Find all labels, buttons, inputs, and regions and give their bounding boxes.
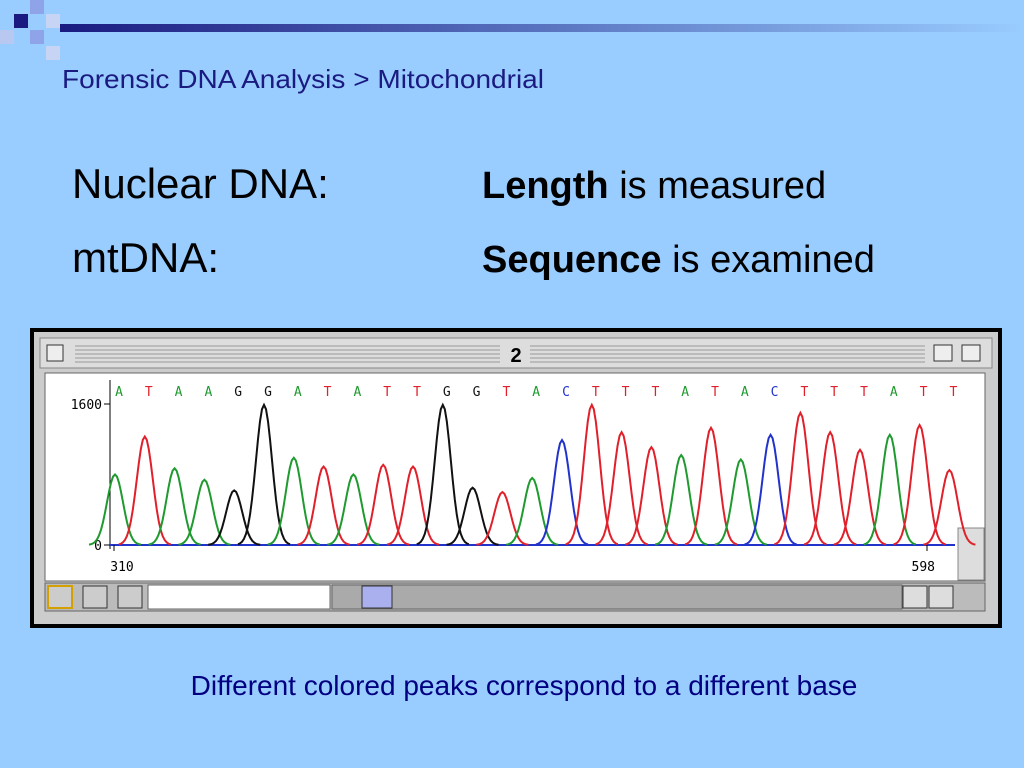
peak xyxy=(893,422,946,546)
peak xyxy=(267,456,321,546)
peak xyxy=(744,432,797,546)
base-letter: A xyxy=(294,385,302,400)
base-letter: T xyxy=(651,385,659,400)
peak xyxy=(565,402,619,546)
peak xyxy=(714,457,768,546)
peak xyxy=(327,473,380,546)
base-letter: G xyxy=(443,385,451,400)
base-letter: T xyxy=(502,385,510,400)
peak xyxy=(148,466,201,546)
base-letter: T xyxy=(830,385,838,400)
zoom-box[interactable] xyxy=(933,344,953,362)
collapse-box[interactable] xyxy=(961,344,981,362)
base-letter: T xyxy=(920,385,928,400)
base-letter: C xyxy=(771,385,779,400)
peak xyxy=(446,486,499,546)
peak xyxy=(416,402,470,546)
chromatogram: 0 1600 310 598 A T A A G G A T A T T G G T A C T T T A T A C T T T A T T xyxy=(71,380,976,575)
peak xyxy=(654,453,708,546)
peak xyxy=(386,465,440,546)
base-letter: C xyxy=(562,385,570,400)
zoom-out[interactable] xyxy=(82,585,108,609)
base-letter: A xyxy=(204,385,212,400)
y-tick-label: 0 xyxy=(94,539,102,554)
row-bold: Length xyxy=(482,165,609,207)
peak xyxy=(208,489,261,546)
x-tick-label: 310 xyxy=(110,560,133,575)
row-rest: is examined xyxy=(672,239,875,281)
base-letter: T xyxy=(324,385,332,400)
row-text: Sequence is examined xyxy=(482,239,875,281)
base-letter: G xyxy=(234,385,242,400)
x-tick-label: 598 xyxy=(912,560,935,575)
zoom-fit[interactable] xyxy=(117,585,143,609)
peak xyxy=(625,445,678,546)
y-tick-label: 1600 xyxy=(71,398,102,413)
peak xyxy=(506,476,559,546)
peak xyxy=(118,434,172,546)
base-letter: T xyxy=(413,385,421,400)
base-letter: A xyxy=(890,385,898,400)
scroll-thumb[interactable] xyxy=(361,585,393,609)
peak xyxy=(297,465,350,546)
base-letter: T xyxy=(592,385,600,400)
zoom-in[interactable] xyxy=(47,585,73,609)
scroll-right[interactable] xyxy=(928,585,954,609)
peak xyxy=(923,468,976,546)
peak xyxy=(684,425,738,546)
base-letter: A xyxy=(741,385,749,400)
peak xyxy=(356,463,410,546)
peak xyxy=(535,438,589,546)
slide-title: Forensic DNA Analysis > Mitochondrial xyxy=(62,64,544,94)
peak xyxy=(178,478,231,546)
peak xyxy=(803,430,857,546)
peak xyxy=(476,490,529,546)
peak xyxy=(237,402,291,546)
base-letter: T xyxy=(800,385,808,400)
decoration xyxy=(0,0,1024,60)
scroll-left[interactable] xyxy=(902,585,928,609)
base-letter: G xyxy=(264,385,272,400)
window-title: 2 xyxy=(510,345,521,367)
text-field[interactable] xyxy=(147,584,331,610)
row-label: mtDNA: xyxy=(72,234,219,281)
base-letter: A xyxy=(175,385,183,400)
base-letter: T xyxy=(949,385,957,400)
row-label: Nuclear DNA: xyxy=(72,160,329,207)
base-letter: T xyxy=(383,385,391,400)
base-letter: T xyxy=(711,385,719,400)
base-letter: T xyxy=(145,385,153,400)
peak xyxy=(595,430,648,546)
peak xyxy=(863,432,917,546)
base-letter: T xyxy=(622,385,630,400)
close-box[interactable] xyxy=(46,344,64,362)
app-window: 2 xyxy=(30,328,1002,628)
base-letter: A xyxy=(115,385,123,400)
row-text: Length is measured xyxy=(482,165,826,207)
base-letter: A xyxy=(353,385,361,400)
peak xyxy=(88,473,142,546)
hscroll[interactable] xyxy=(331,584,903,610)
vscroll[interactable] xyxy=(957,527,985,581)
row-rest: is measured xyxy=(619,165,826,207)
base-letter: A xyxy=(681,385,689,400)
row-bold: Sequence xyxy=(482,239,662,281)
base-letter: T xyxy=(860,385,868,400)
peak xyxy=(833,447,887,546)
peak xyxy=(774,410,827,546)
base-letter: A xyxy=(532,385,540,400)
caption: Different colored peaks correspond to a … xyxy=(191,670,858,701)
base-letter: G xyxy=(473,385,481,400)
